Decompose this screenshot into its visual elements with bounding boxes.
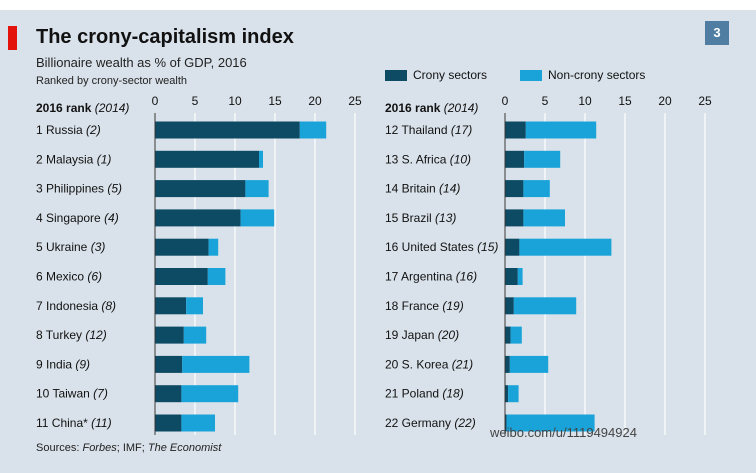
x-tick-label: 20	[658, 94, 672, 108]
top-strip	[0, 0, 756, 10]
bar-noncrony	[183, 326, 207, 344]
bar-crony	[505, 238, 520, 256]
chart-subtitle: Billionaire wealth as % of GDP, 2016	[36, 55, 247, 70]
bar-noncrony	[523, 180, 550, 198]
category-label: 3 Philippines (5)	[36, 182, 122, 196]
bar-crony	[505, 355, 510, 373]
x-tick-label: 10	[578, 94, 592, 108]
category-label: 20 S. Korea (21)	[385, 357, 473, 371]
bar-crony	[505, 150, 525, 168]
bar-noncrony	[513, 297, 577, 315]
bar-crony	[155, 355, 183, 373]
source-forbes: Forbes	[82, 442, 117, 454]
bar-noncrony	[181, 385, 239, 403]
category-label: 22 Germany (22)	[385, 416, 476, 430]
bar-crony	[155, 385, 182, 403]
category-label: 13 S. Africa (10)	[385, 152, 471, 166]
category-label: 4 Singapore (4)	[36, 211, 119, 225]
legend-noncrony-label: Non-crony sectors	[548, 68, 646, 82]
bar-noncrony	[245, 180, 269, 198]
chart-title: The crony-capitalism index	[36, 26, 294, 48]
x-tick-label: 15	[618, 94, 632, 108]
legend-crony-swatch	[385, 69, 407, 81]
category-label: 2 Malaysia (1)	[36, 152, 111, 166]
x-tick-label: 0	[502, 94, 509, 108]
column-header: 2016 rank (2014)	[385, 101, 478, 115]
bar-noncrony	[259, 150, 263, 168]
bar-crony	[155, 414, 182, 432]
bar-crony	[155, 326, 184, 344]
bar-noncrony	[240, 209, 275, 227]
category-label: 19 Japan (20)	[385, 328, 459, 342]
bar-noncrony	[517, 268, 523, 285]
source-economist: The Economist	[147, 442, 222, 454]
bar-noncrony	[181, 414, 215, 432]
category-label: 21 Poland (18)	[385, 387, 464, 401]
category-label: 5 Ukraine (3)	[36, 240, 105, 254]
bar-crony	[505, 385, 509, 403]
category-label: 10 Taiwan (7)	[36, 387, 108, 401]
watermark: weibo.com/u/1119494924	[490, 425, 637, 440]
column-header: 2016 rank (2014)	[36, 101, 129, 115]
bar-noncrony	[524, 150, 561, 168]
bar-crony	[505, 326, 511, 344]
x-tick-label: 20	[308, 94, 322, 108]
x-tick-label: 10	[228, 94, 242, 108]
category-label: 1 Russia (2)	[36, 123, 101, 137]
bar-crony	[505, 414, 507, 432]
bar-crony	[155, 180, 246, 198]
x-tick-label: 25	[698, 94, 712, 108]
category-label: 6 Mexico (6)	[36, 270, 102, 284]
bar-noncrony	[186, 297, 203, 315]
accent-bar	[8, 26, 17, 50]
legend-noncrony-swatch	[520, 69, 542, 81]
bar-crony	[505, 121, 526, 139]
bar-noncrony	[523, 209, 565, 227]
sources-note: Sources: Forbes; IMF; The Economist	[36, 442, 221, 454]
category-label: 7 Indonesia (8)	[36, 299, 116, 313]
bar-noncrony	[525, 121, 597, 139]
x-tick-label: 0	[152, 94, 159, 108]
bar-crony	[155, 268, 208, 285]
category-label: 18 France (19)	[385, 299, 464, 313]
chart-number-badge: 3	[705, 21, 729, 45]
bar-crony	[155, 297, 187, 315]
bar-noncrony	[509, 355, 549, 373]
category-label: 15 Brazil (13)	[385, 211, 456, 225]
ranking-note: Ranked by crony-sector wealth	[36, 75, 188, 87]
bar-noncrony	[519, 238, 612, 256]
bar-noncrony	[208, 238, 219, 256]
category-label: 12 Thailand (17)	[385, 123, 472, 137]
bar-noncrony	[299, 121, 327, 139]
bar-crony	[155, 150, 259, 168]
bar-crony	[155, 238, 209, 256]
category-label: 11 China* (11)	[36, 416, 112, 430]
legend-noncrony: Non-crony sectors	[520, 68, 645, 82]
bar-noncrony	[207, 268, 226, 285]
x-tick-label: 5	[192, 94, 199, 108]
x-tick-label: 25	[348, 94, 362, 108]
bar-crony	[505, 268, 518, 285]
bar-crony	[505, 297, 514, 315]
bar-noncrony	[510, 326, 522, 344]
category-label: 8 Turkey (12)	[36, 328, 107, 342]
bar-noncrony	[508, 385, 519, 403]
category-label: 9 India (9)	[36, 357, 90, 371]
bar-crony	[505, 180, 524, 198]
x-tick-label: 15	[268, 94, 282, 108]
bar-noncrony	[506, 414, 595, 432]
legend-crony-label: Crony sectors	[413, 68, 488, 82]
source-imf: ; IMF;	[116, 442, 148, 454]
category-label: 14 Britain (14)	[385, 182, 460, 196]
legend-crony: Crony sectors	[385, 68, 487, 82]
bar-crony	[155, 209, 241, 227]
x-tick-label: 5	[542, 94, 549, 108]
category-label: 17 Argentina (16)	[385, 270, 477, 284]
sources-prefix: Sources:	[36, 442, 83, 454]
bar-crony	[155, 121, 300, 139]
bar-crony	[505, 209, 524, 227]
category-label: 16 United States (15)	[385, 240, 498, 254]
bar-noncrony	[182, 355, 250, 373]
